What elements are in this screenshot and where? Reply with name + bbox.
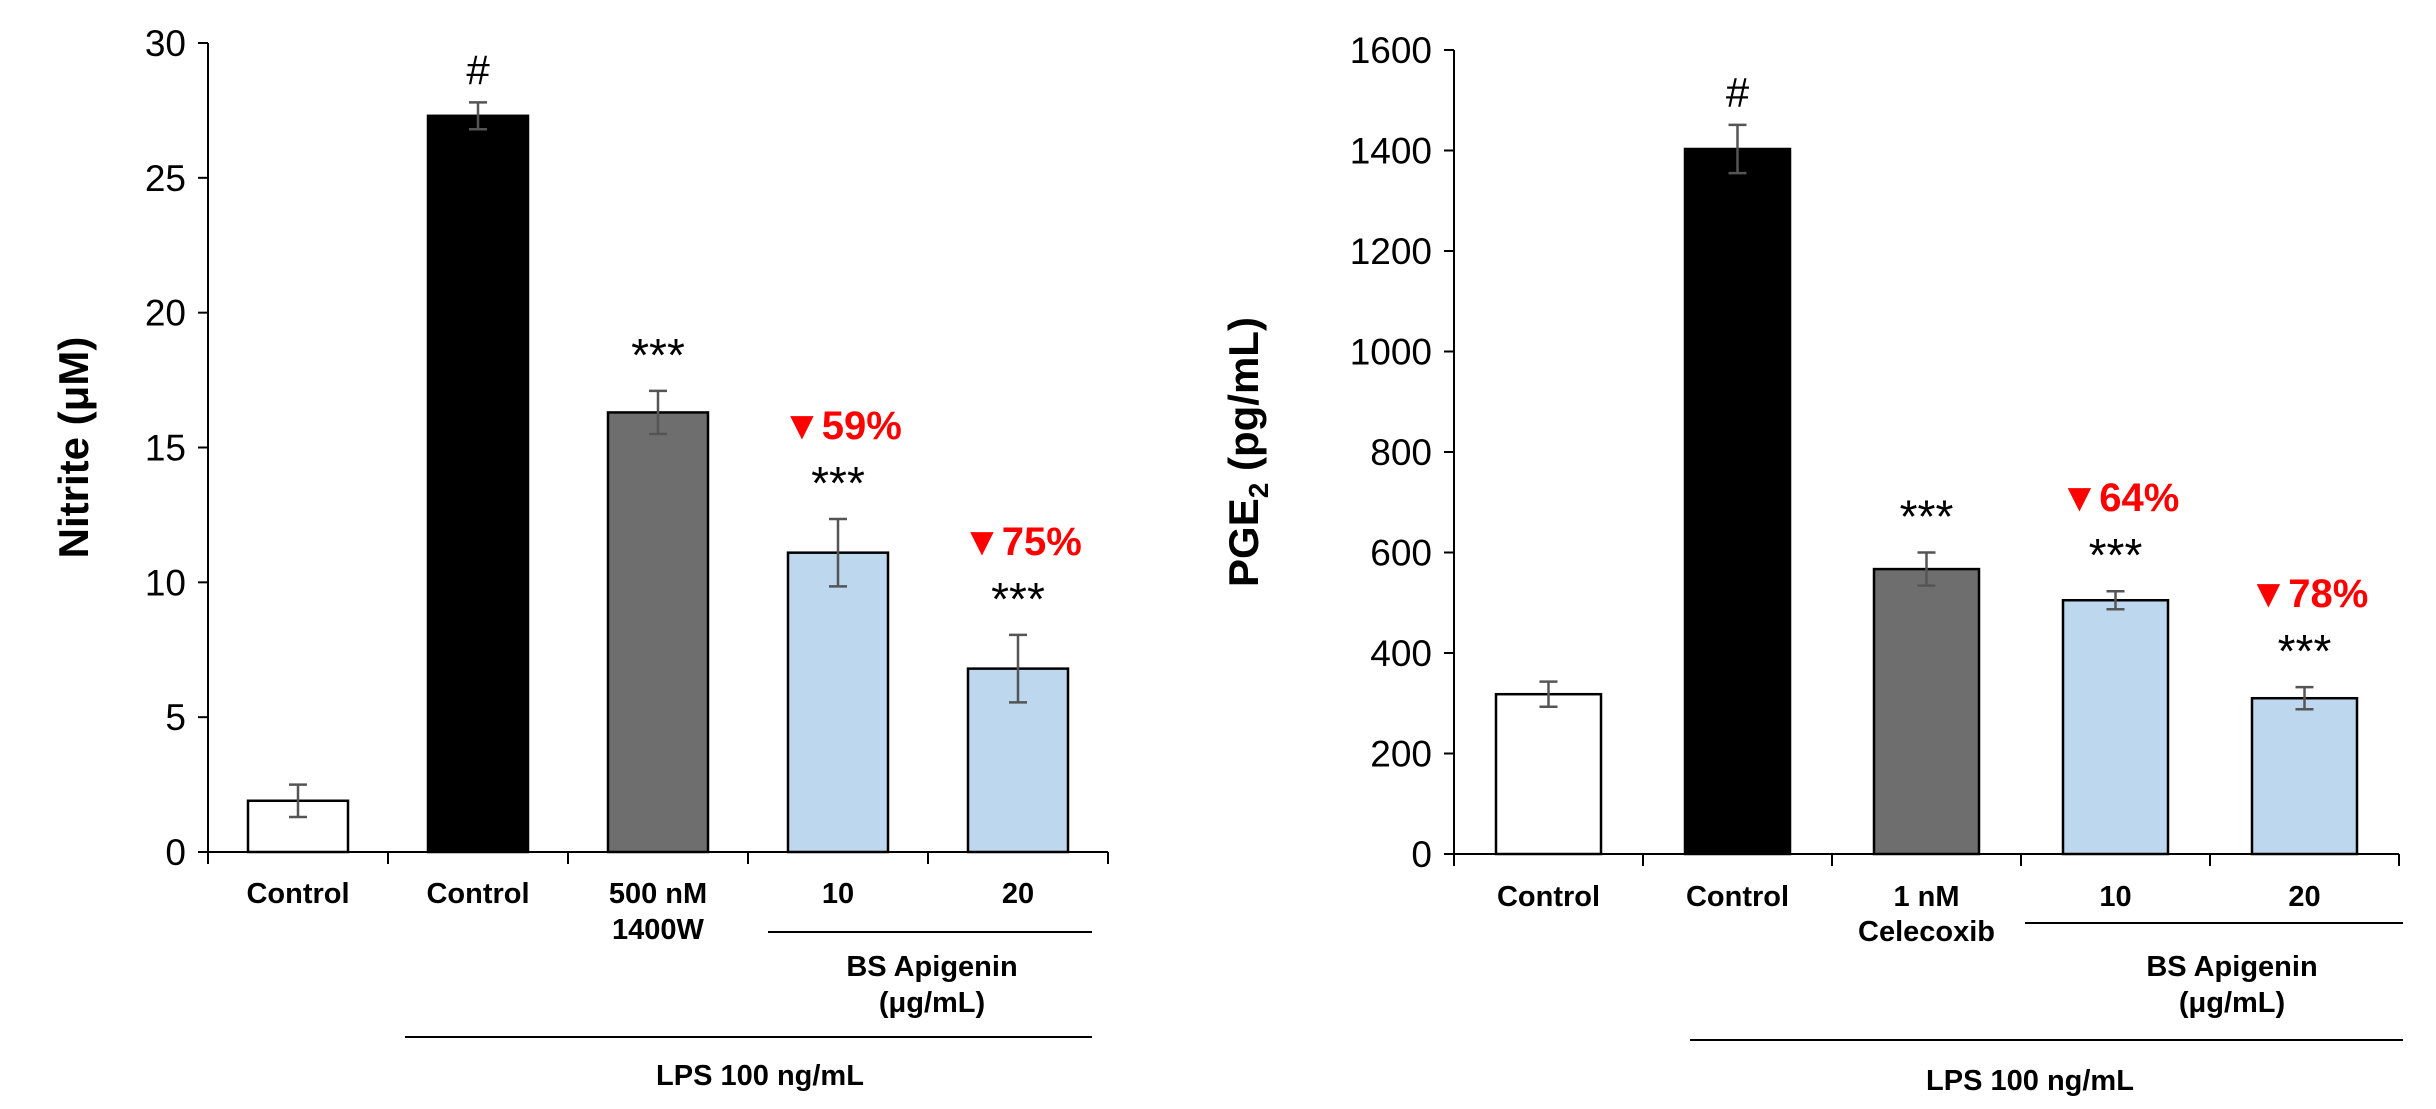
x-category-label: Control (1686, 881, 1789, 913)
x-category-label: 1400W (612, 914, 705, 946)
x-category-label: Control (426, 878, 529, 910)
y-tick-label: 600 (1370, 533, 1432, 574)
bar (606, 411, 710, 854)
significance-hash: # (1726, 69, 1750, 116)
reduction-label: ▼59% (782, 404, 902, 448)
bar (2250, 696, 2359, 856)
bar (426, 114, 530, 854)
y-tick-label: 1000 (1350, 332, 1432, 373)
x-category-label: 20 (2288, 881, 2320, 913)
y-tick-label: 30 (145, 23, 186, 64)
significance-hash: # (466, 46, 490, 93)
bar (1683, 147, 1792, 856)
bar (2061, 598, 2170, 856)
group-label: BS Apigenin (2146, 951, 2317, 983)
reduction-label: ▼64% (2060, 476, 2180, 520)
significance-stars: *** (991, 573, 1045, 625)
y-tick-label: 25 (145, 158, 186, 199)
significance-stars: *** (1900, 491, 1954, 543)
bar (1872, 567, 1981, 856)
x-category-label: 20 (1002, 878, 1034, 910)
y-axis-title: Nitrite (μM) (50, 337, 97, 559)
y-tick-label: 200 (1370, 734, 1432, 775)
y-tick-label: 1600 (1350, 30, 1432, 71)
y-tick-label: 20 (145, 293, 186, 334)
y-tick-label: 1200 (1350, 231, 1432, 272)
y-tick-label: 400 (1370, 633, 1432, 674)
lps-label: LPS 100 ng/mL (1926, 1065, 2134, 1097)
group-label: BS Apigenin (846, 951, 1017, 983)
y-tick-label: 0 (165, 832, 186, 873)
group-label-unit: (μg/mL) (879, 987, 985, 1019)
group-label-unit: (μg/mL) (2179, 987, 2285, 1019)
x-category-label: 10 (822, 878, 854, 910)
x-category-label: Control (246, 878, 349, 910)
significance-stars: *** (2089, 529, 2143, 581)
y-tick-label: 5 (165, 697, 186, 738)
y-tick-label: 10 (145, 562, 186, 603)
x-category-label: Control (1497, 881, 1600, 913)
y-tick-label: 800 (1370, 432, 1432, 473)
y-tick-label: 1400 (1350, 131, 1432, 172)
y-tick-label: 0 (1411, 834, 1432, 875)
bar (786, 551, 890, 854)
x-category-label: 10 (2099, 881, 2131, 913)
nitrite-chart: 0 5 10 15 20 25 30 Nitrite (μM) Control # Control *… (50, 23, 1109, 1092)
x-category-label: 1 nM (1893, 881, 1959, 913)
bar (1494, 692, 1603, 856)
significance-stars: *** (2278, 625, 2332, 677)
y-tick-label: 15 (145, 428, 186, 469)
y-axis-title: PGE2 (pg/mL) (1220, 317, 1274, 587)
reduction-label: ▼78% (2249, 572, 2369, 616)
significance-stars: *** (811, 457, 865, 509)
significance-stars: *** (631, 329, 685, 381)
x-category-label: Celecoxib (1858, 916, 1995, 948)
reduction-label: ▼75% (962, 520, 1082, 564)
lps-label: LPS 100 ng/mL (656, 1060, 864, 1092)
x-category-label: 500 nM (609, 878, 707, 910)
pge2-chart: 0 200 400 600 800 1000 1200 1400 1600 PGE2 (pg/mL… (1220, 30, 2403, 1097)
